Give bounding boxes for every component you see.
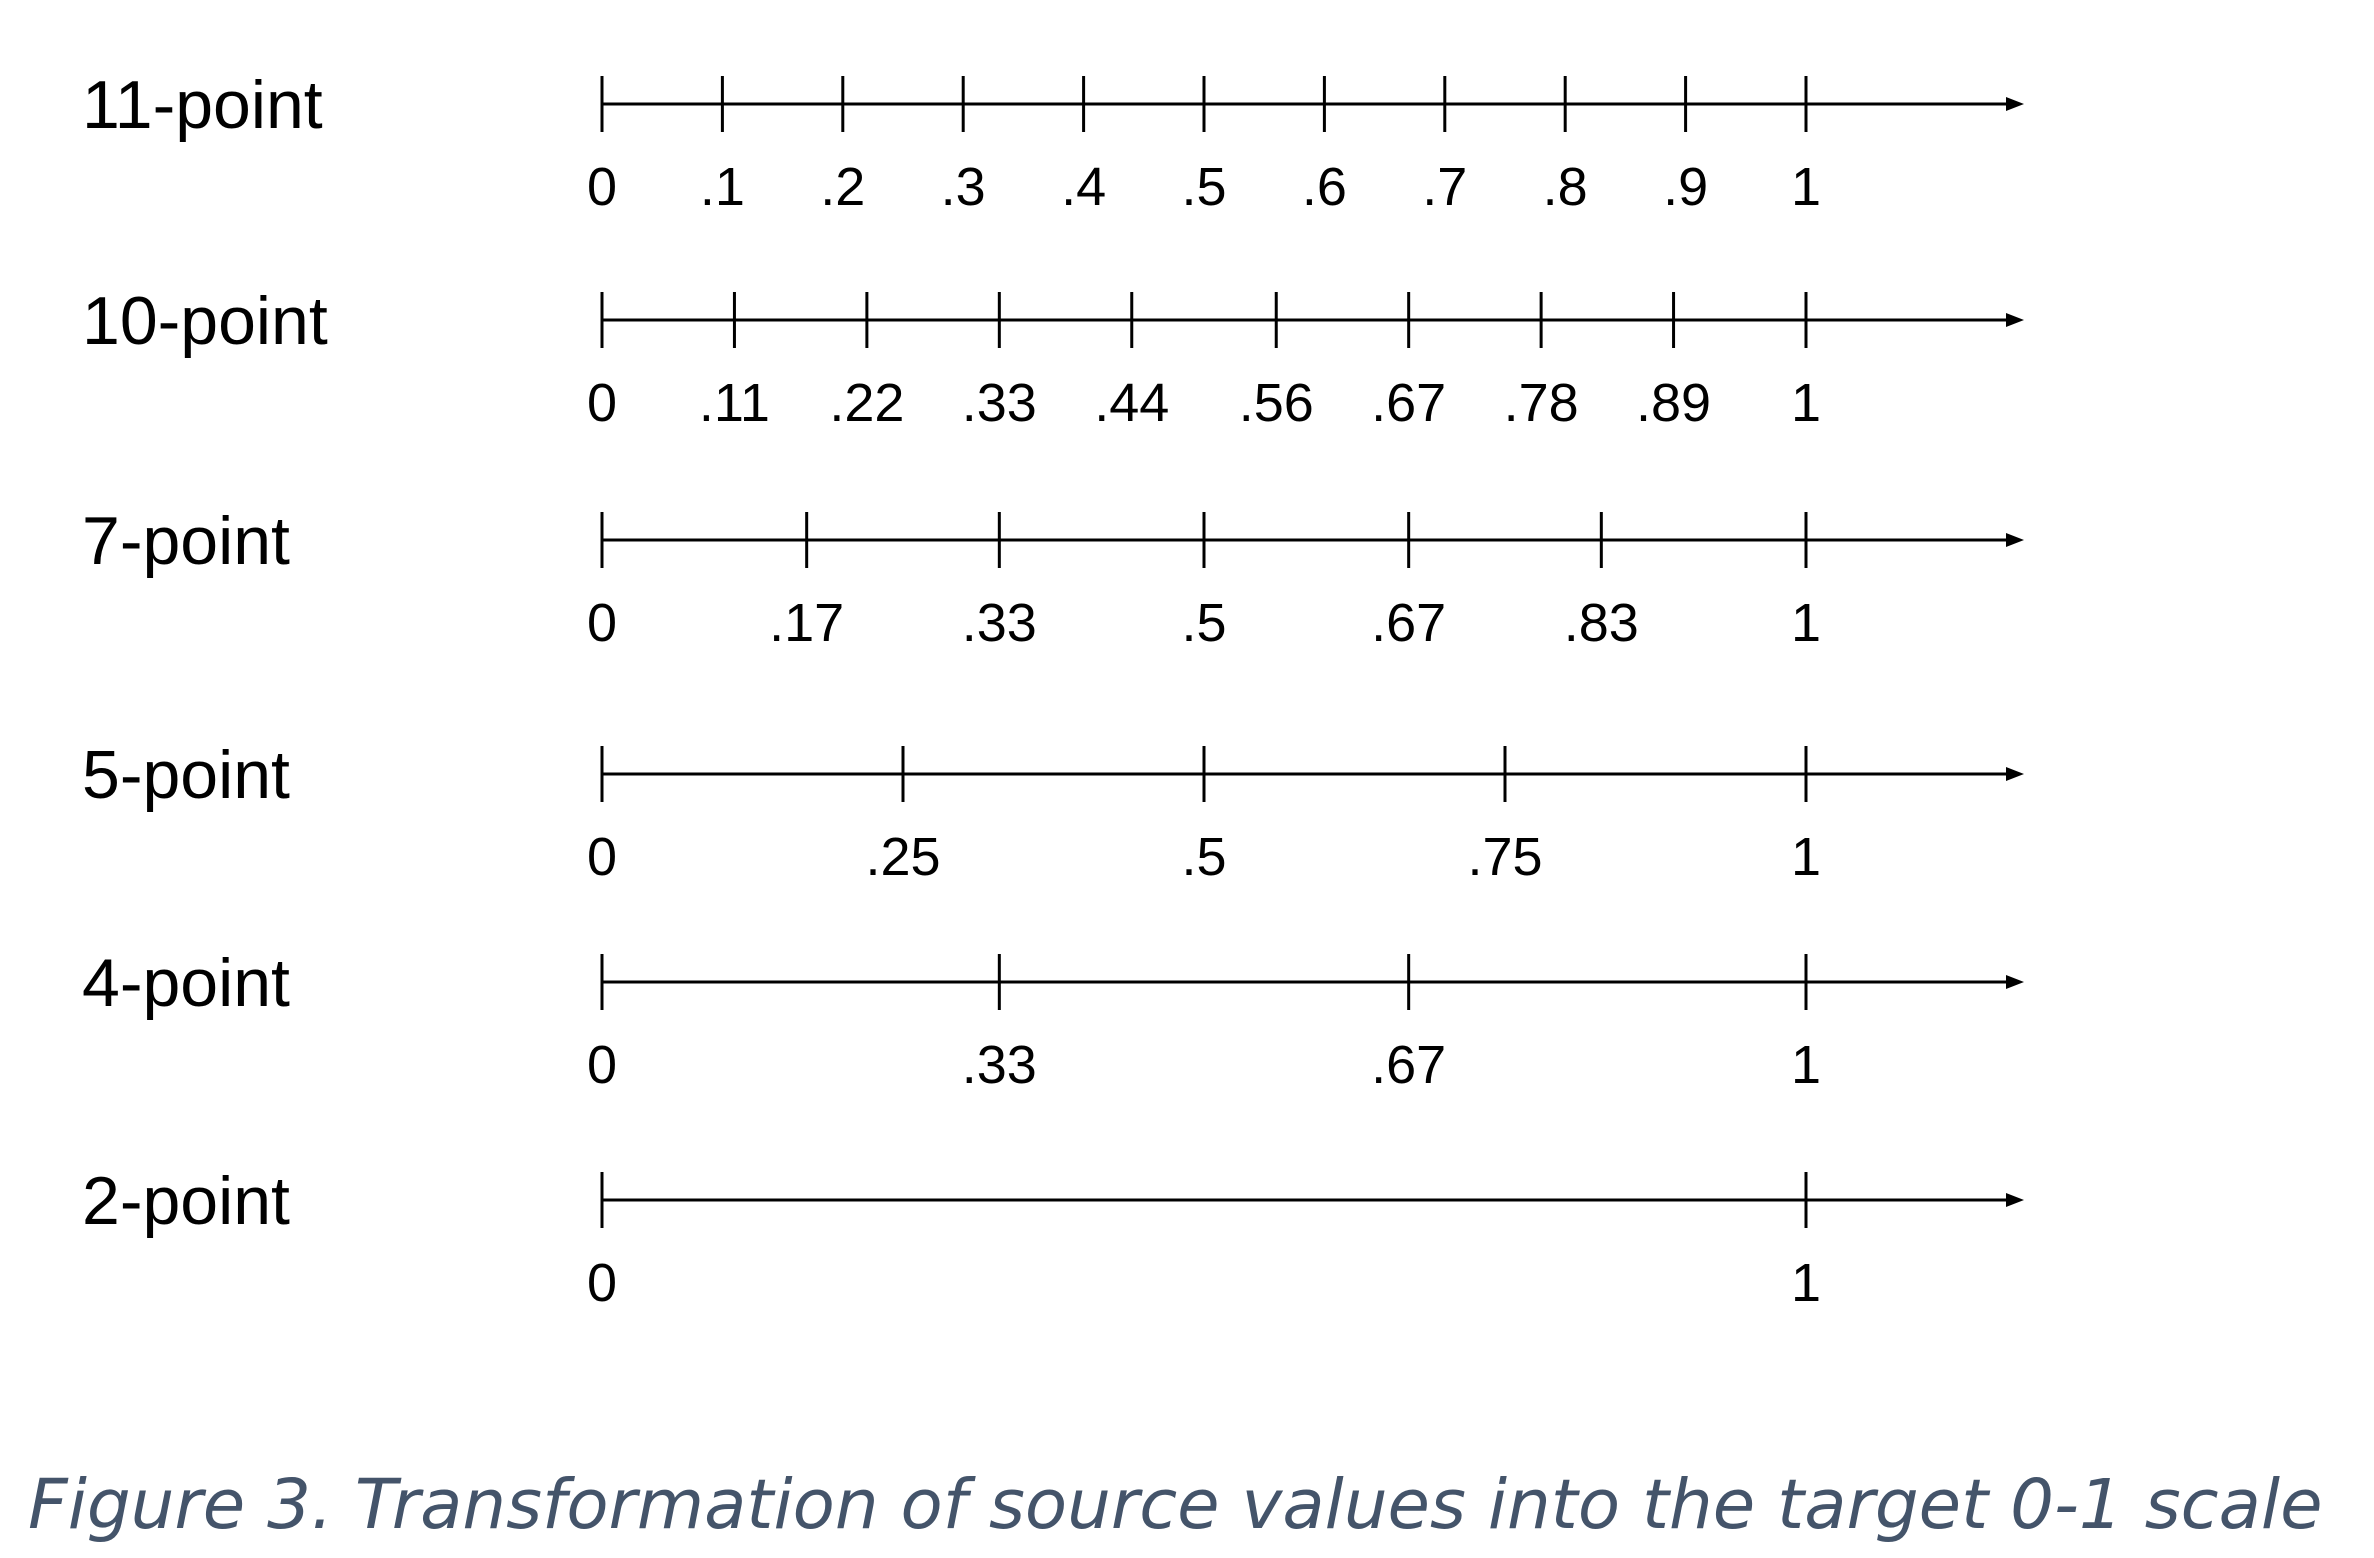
tick-label: .22 (829, 373, 904, 433)
scale-label: 2-point (82, 1163, 290, 1239)
arrow-head-icon (2006, 975, 2024, 989)
scale-row: 5-point 0 .25 .5 .75 1 (82, 737, 2024, 887)
scales-group: 11-point 0 .1 .2 .3 .4 .5 .6 .7 .8 .9 1 10-point 0 .11… (82, 67, 2024, 1313)
tick-label: 0 (587, 827, 617, 887)
tick-label: .78 (1504, 373, 1579, 433)
tick-label: .83 (1564, 593, 1639, 653)
tick-label: 1 (1791, 157, 1821, 217)
arrow-head-icon (2006, 533, 2024, 547)
tick-label: .67 (1371, 1035, 1446, 1095)
tick-label: .56 (1239, 373, 1314, 433)
tick-label: .17 (769, 593, 844, 653)
tick-label: 1 (1791, 1253, 1821, 1313)
tick-label: .5 (1181, 593, 1226, 653)
tick-label: .5 (1181, 157, 1226, 217)
scale-row: 2-point 0 1 (82, 1163, 2024, 1313)
tick-label: .67 (1371, 593, 1446, 653)
tick-label: 1 (1791, 593, 1821, 653)
tick-label: .89 (1636, 373, 1711, 433)
tick-label: .11 (699, 373, 770, 433)
arrow-head-icon (2006, 1193, 2024, 1207)
arrow-head-icon (2006, 97, 2024, 111)
tick-label: 1 (1791, 827, 1821, 887)
scale-row: 7-point 0 .17 .33 .5 .67 .83 1 (82, 503, 2024, 653)
tick-label: 0 (587, 1035, 617, 1095)
tick-label: 0 (587, 593, 617, 653)
figure-caption: Figure 3. Transformation of source value… (28, 1465, 2323, 1545)
scale-label: 7-point (82, 503, 290, 579)
scale-row: 11-point 0 .1 .2 .3 .4 .5 .6 .7 .8 .9 1 (82, 67, 2024, 217)
tick-label: .44 (1094, 373, 1169, 433)
tick-label: .33 (962, 373, 1037, 433)
tick-label: .4 (1061, 157, 1106, 217)
tick-label: .33 (962, 593, 1037, 653)
tick-label: 0 (587, 157, 617, 217)
tick-label: .5 (1181, 827, 1226, 887)
tick-label: .1 (700, 157, 745, 217)
scale-row: 4-point 0 .33 .67 1 (82, 945, 2024, 1095)
tick-label: .25 (865, 827, 940, 887)
tick-label: .9 (1663, 157, 1708, 217)
tick-label: .8 (1543, 157, 1588, 217)
scale-label: 11-point (82, 67, 323, 143)
tick-label: .7 (1422, 157, 1467, 217)
arrow-head-icon (2006, 313, 2024, 327)
scale-row: 10-point 0 .11 .22 .33 .44 .56 .67 .78 .89 1 (82, 283, 2024, 433)
tick-label: .33 (962, 1035, 1037, 1095)
tick-label: .3 (941, 157, 986, 217)
tick-label: .67 (1371, 373, 1446, 433)
tick-label: 1 (1791, 1035, 1821, 1095)
tick-label: .75 (1467, 827, 1542, 887)
tick-label: .2 (820, 157, 865, 217)
tick-label: 0 (587, 373, 617, 433)
tick-label: 0 (587, 1253, 617, 1313)
scale-label: 10-point (82, 283, 328, 359)
tick-label: 1 (1791, 373, 1821, 433)
scale-label: 5-point (82, 737, 290, 813)
tick-label: .6 (1302, 157, 1347, 217)
arrow-head-icon (2006, 767, 2024, 781)
scale-label: 4-point (82, 945, 290, 1021)
